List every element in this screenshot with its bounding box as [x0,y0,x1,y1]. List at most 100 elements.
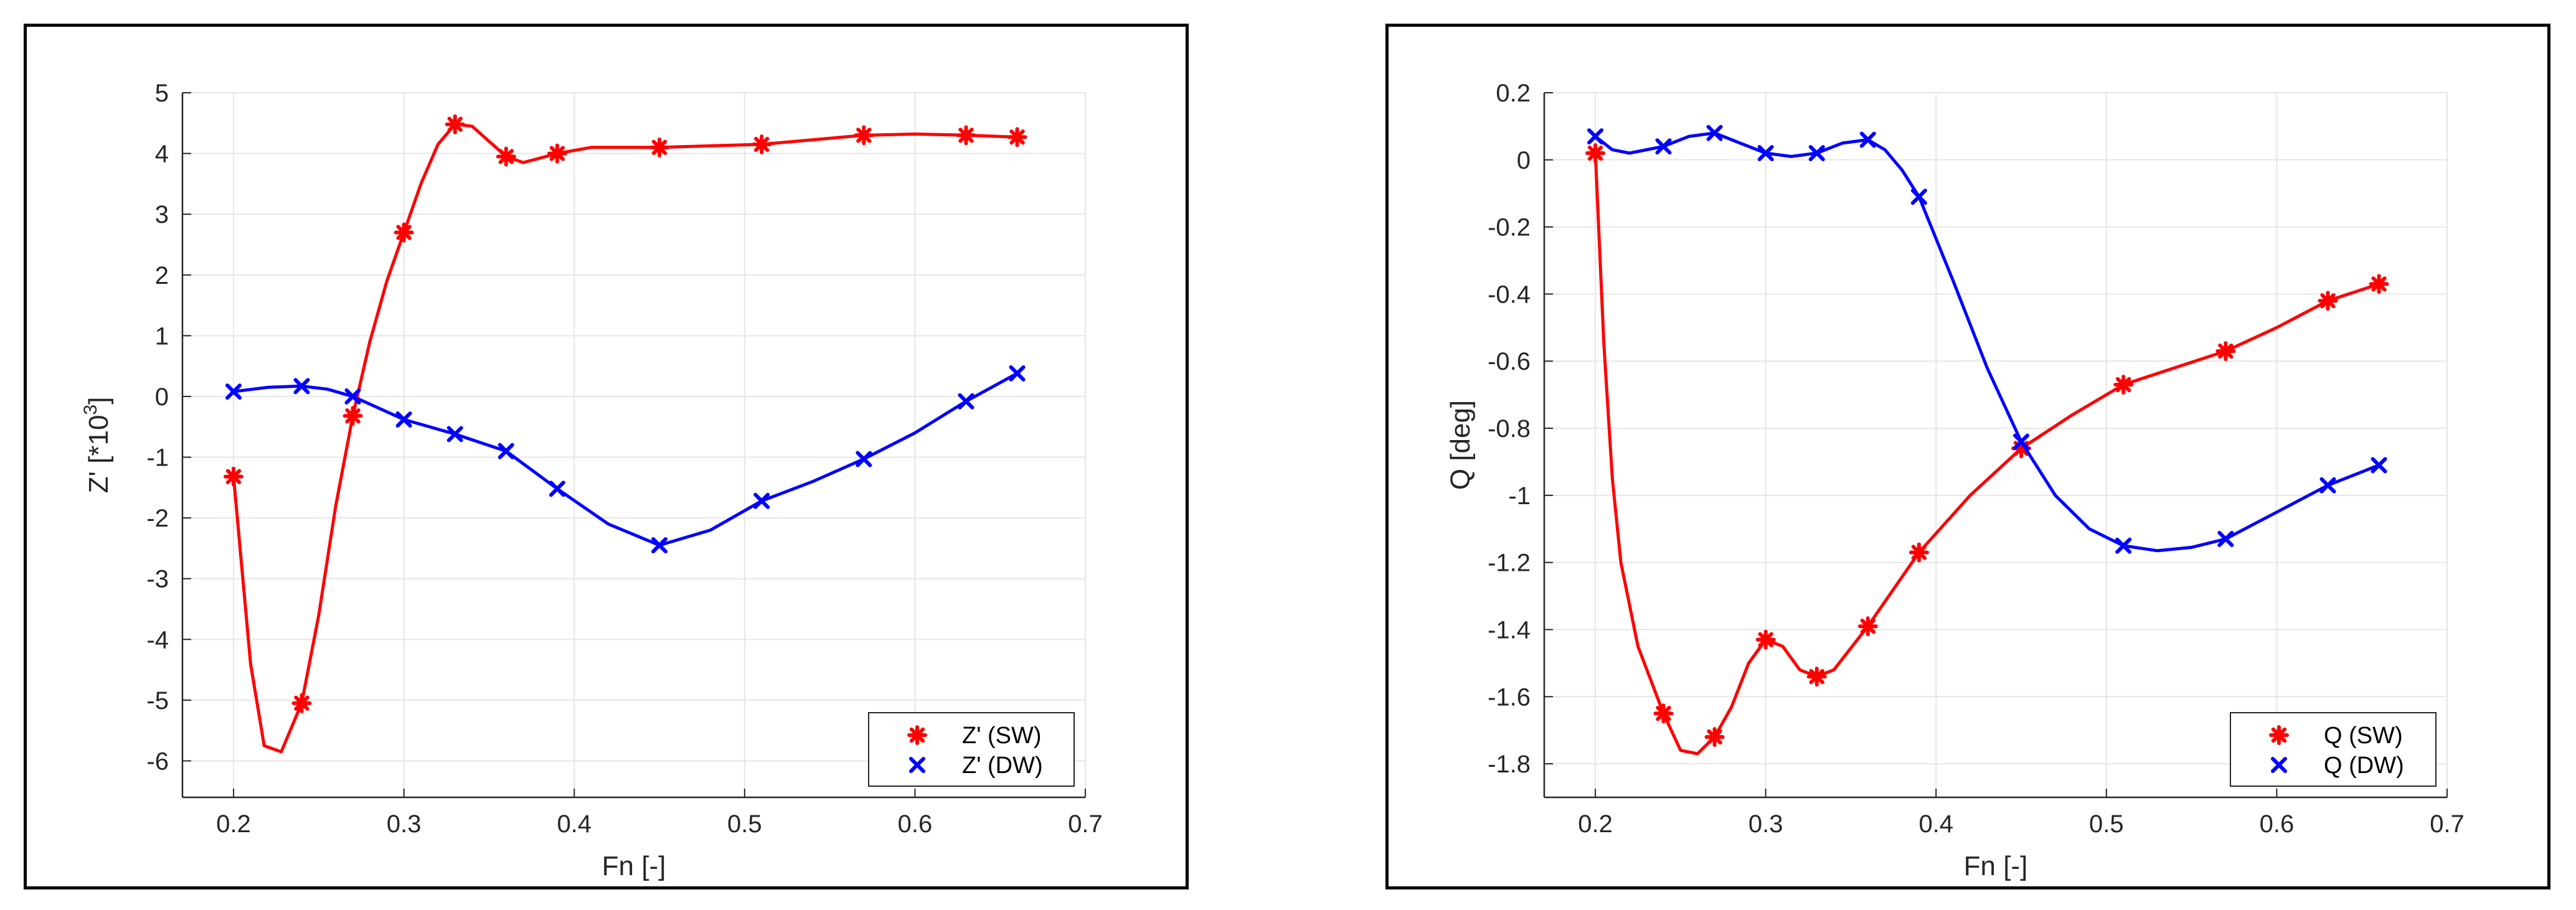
y-tick-label: -1.6 [1488,683,1531,711]
data-point [291,693,312,713]
z-chart: 0.2 0.3 0.4 0.5 0.6 0.7 5 4 3 2 1 0 -1 -2 -3 -4 -5 -6 Fn [… [80,80,1103,881]
data-point [547,143,567,164]
y-tick-label: 0 [1517,147,1531,174]
data-point [1585,143,1606,164]
legend-label: Z' (DW) [962,753,1043,779]
y-tick-label: -4 [146,626,169,654]
x-tick-label: 0.6 [2260,810,2295,838]
y-tick-label: -1 [1508,482,1531,510]
data-point [2113,374,2134,395]
data-point [2319,477,2336,494]
data-point [344,388,361,405]
data-point [2318,291,2338,311]
series-q-sw- [1585,143,2389,756]
y-axis-label: Q [deg] [1445,400,1476,490]
data-point [649,137,670,157]
y-tick-label: -0.2 [1488,214,1531,242]
legend-label: Q (SW) [2324,723,2403,749]
legend-label: Q (DW) [2324,753,2404,779]
y-tick-label: -5 [146,687,169,715]
data-point [1704,726,1725,747]
y-tick-label: -1.2 [1488,550,1531,577]
x-tick-label: 0.3 [387,810,422,838]
data-point [496,146,516,167]
y-tick-label: -1 [146,444,169,472]
data-point [956,125,976,146]
data-point [651,537,668,554]
data-point [394,222,414,243]
series-q-dw- [1587,124,2387,554]
y-tick-label: 3 [155,201,169,228]
y-tick-label: 5 [155,80,169,107]
y-tick-label: 4 [155,141,169,168]
x-tick-label: 0.5 [727,810,762,838]
data-point [1755,629,1776,650]
y-axis-label-exponent: 3 [80,405,101,415]
x-tick-label: 0.4 [1918,810,1953,838]
y-tick-label: -2 [146,505,169,532]
data-point [1655,138,1672,155]
y-axis-label-suffix: ] [83,397,114,405]
y-axis-label-text: Z' [*10 [83,415,114,494]
y-tick-label: -3 [146,566,169,593]
x-tick-label: 0.7 [1068,810,1103,838]
data-point [2369,274,2389,294]
data-point [225,383,242,400]
x-tick-label: 0.7 [2430,810,2465,838]
series-line [232,123,1017,754]
x-tick-label: 0.2 [216,810,251,838]
series-line [1594,131,2380,553]
data-point [854,125,874,146]
data-point [2217,530,2234,547]
data-point [293,378,310,395]
y-tick-label: -0.4 [1488,281,1531,308]
data-point [1859,131,1876,148]
data-point [856,451,872,467]
legend-marker [2269,725,2289,745]
data-point [549,481,565,497]
legend-label: Z' (SW) [962,723,1042,749]
data-point [1806,666,1827,687]
data-point [224,466,244,487]
x-tick-label: 0.6 [898,810,933,838]
data-point [1857,616,1878,637]
x-axis-label: Fn [-] [1964,851,2028,881]
data-point [2013,433,2030,450]
y-tick-label: -1.4 [1488,616,1531,644]
data-point [446,426,463,443]
data-point [1007,127,1027,148]
y-tick-label: -1.8 [1488,751,1531,778]
plot-area [1544,93,2447,797]
data-point [1908,542,1929,563]
y-tick-label: -0.8 [1488,415,1531,443]
y-axis-label: Z' [*103] [80,397,114,494]
legend: Q (SW) Q (DW) [2230,712,2437,787]
series-z-sw- [224,114,1027,754]
data-point [1587,128,1604,145]
data-point [498,443,514,459]
y-tick-label: 0.2 [1496,80,1531,107]
data-point [1653,703,1674,724]
x-tick-label: 0.3 [1748,810,1783,838]
legend-marker [2271,757,2287,773]
data-point [958,393,974,410]
series-line [1593,152,2380,756]
data-point [2115,537,2132,554]
y-tick-label: 1 [155,322,169,350]
data-point [752,134,772,154]
data-point [2215,341,2236,362]
y-tick-label: 2 [155,262,169,289]
legend: Z' (SW) Z' (DW) [868,712,1075,787]
legend-marker [909,757,925,773]
data-point [1910,189,1927,205]
series-line [233,372,1018,547]
legend-marker [907,725,927,745]
chart-panel-q: 0.2 0.3 0.4 0.5 0.6 0.7 0.2 0 -0.2 -0.4 -0.6 -0.8 -1… [1385,24,2550,889]
x-axis-label: Fn [-] [602,851,666,881]
y-tick-label: -6 [146,748,169,775]
data-point [342,406,363,426]
plot-area [182,93,1085,797]
data-point [1757,145,1774,162]
data-point [445,114,465,134]
data-point [2371,457,2387,474]
